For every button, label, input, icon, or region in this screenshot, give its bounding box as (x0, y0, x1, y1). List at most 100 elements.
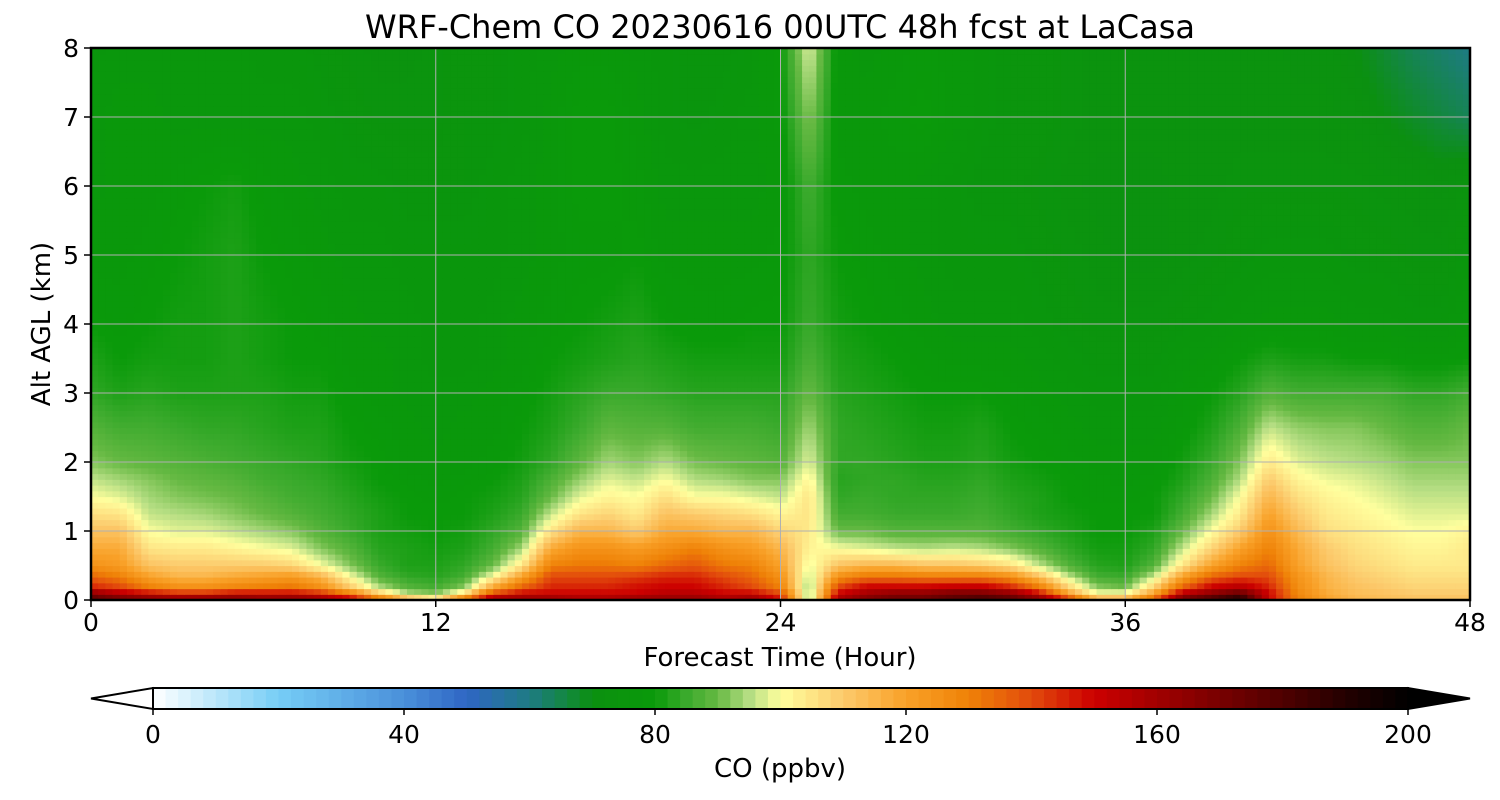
heatmap-cell (306, 577, 315, 584)
heatmap-cell (277, 565, 286, 572)
heatmap-cell (1053, 542, 1062, 549)
heatmap-cell (249, 525, 257, 532)
heatmap-cell (335, 588, 343, 595)
heatmap-cell (1168, 582, 1177, 590)
heatmap-cell (751, 565, 760, 572)
heatmap-cell (119, 565, 128, 572)
heatmap-cell (881, 565, 889, 572)
heatmap-cell (608, 519, 616, 526)
heatmap-cell (744, 467, 753, 475)
heatmap-cell (134, 554, 142, 561)
heatmap-cell (1168, 462, 1177, 469)
heatmap-cell (241, 582, 250, 590)
heatmap-cell (1153, 519, 1162, 526)
heatmap-cell (1003, 559, 1011, 567)
heatmap-cell (888, 467, 897, 475)
heatmap-cell (565, 462, 573, 469)
heatmap-cell (1103, 462, 1112, 469)
heatmap-cell (1297, 462, 1306, 469)
heatmap-cell (600, 496, 609, 503)
heatmap-cell (658, 577, 667, 584)
heatmap-cell (378, 571, 387, 578)
heatmap-cell (1175, 542, 1184, 549)
heatmap-cell (1204, 519, 1213, 526)
heatmap-cell (227, 450, 236, 457)
heatmap-cell (708, 588, 717, 595)
heatmap-cell (1448, 548, 1457, 555)
heatmap-cell (1046, 456, 1055, 463)
heatmap-cell (909, 519, 918, 526)
heatmap-cell (758, 485, 767, 492)
heatmap-cell (1276, 565, 1284, 572)
heatmap-cell (1182, 588, 1191, 595)
heatmap-cell (356, 513, 365, 521)
heatmap-cell (679, 467, 688, 475)
heatmap-cell (378, 577, 387, 584)
heatmap-cell (177, 479, 185, 486)
heatmap-cell (916, 513, 925, 521)
heatmap-cell (435, 565, 444, 572)
heatmap-cell (328, 519, 336, 526)
heatmap-cell (1118, 571, 1126, 578)
heatmap-cell (378, 462, 387, 469)
heatmap-cell (960, 450, 968, 457)
heatmap-cell (909, 577, 918, 584)
heatmap-cell (521, 594, 530, 600)
heatmap-cell (902, 582, 911, 590)
heatmap-cell (679, 513, 688, 521)
heatmap-cell (471, 554, 480, 561)
heatmap-cell (1340, 588, 1349, 595)
heatmap-cell (1017, 513, 1026, 521)
heatmap-cell (227, 490, 236, 498)
heatmap-cell (924, 525, 932, 532)
heatmap-cell (198, 502, 207, 509)
heatmap-cell (1419, 542, 1428, 549)
heatmap-cell (593, 582, 602, 590)
heatmap-cell (536, 577, 545, 584)
heatmap-cell (1139, 508, 1148, 515)
heatmap-cell (629, 582, 638, 590)
heatmap-cell (593, 513, 602, 521)
heatmap-cell (1434, 496, 1442, 503)
heatmap-cell (1110, 582, 1119, 590)
heatmap-cell (1110, 508, 1119, 515)
heatmap-cell (931, 513, 940, 521)
heatmap-cell (600, 479, 609, 486)
heatmap-cell (478, 565, 487, 572)
heatmap-cell (600, 462, 609, 469)
heatmap-cell (1161, 571, 1169, 578)
heatmap-cell (1297, 467, 1306, 475)
heatmap-cell (392, 548, 401, 555)
heatmap-cell (162, 519, 171, 526)
heatmap-cell (1254, 565, 1263, 572)
heatmap-cell (213, 456, 221, 463)
heatmap-cell (1211, 565, 1220, 572)
heatmap-cell (1247, 450, 1256, 457)
heatmap-cell (220, 577, 229, 584)
heatmap-cell (845, 559, 853, 567)
heatmap-cell (1390, 473, 1399, 480)
heatmap-cell (945, 450, 954, 457)
heatmap-cell (234, 456, 243, 463)
heatmap-cell (277, 502, 286, 509)
heatmap-cell (105, 559, 114, 567)
heatmap-cell (1304, 496, 1313, 503)
heatmap-cell (1390, 571, 1399, 578)
heatmap-cell (1211, 588, 1220, 595)
heatmap-cell (974, 536, 983, 544)
heatmap-cell (1448, 513, 1457, 521)
heatmap-cell (177, 554, 185, 561)
heatmap-cell (557, 462, 566, 469)
heatmap-cell (1110, 577, 1119, 584)
heatmap-cell (507, 542, 516, 549)
heatmap-cell (586, 588, 595, 595)
heatmap-cell (866, 582, 875, 590)
heatmap-cell (629, 467, 638, 475)
heatmap-cell (493, 462, 501, 469)
heatmap-cell (1031, 577, 1040, 584)
heatmap-cell (1455, 485, 1464, 492)
heatmap-cell (1096, 508, 1105, 515)
heatmap-cell (543, 496, 552, 503)
heatmap-cell (593, 571, 602, 578)
heatmap-cell (1125, 502, 1134, 509)
